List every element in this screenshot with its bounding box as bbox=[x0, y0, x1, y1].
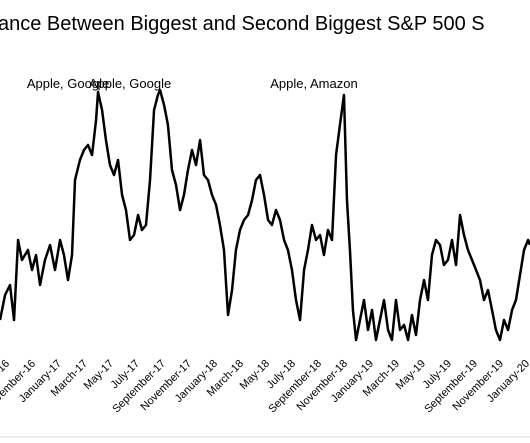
annotation: Apple, Google bbox=[27, 76, 109, 91]
x-tick-label: May-18 bbox=[238, 358, 272, 392]
x-tick-label: May-19 bbox=[394, 358, 428, 392]
x-tick-label: May-17 bbox=[82, 358, 116, 392]
chart-title: ance Between Biggest and Second Biggest … bbox=[0, 13, 485, 35]
annotation: Apple, Google bbox=[89, 76, 171, 91]
line bbox=[0, 88, 530, 342]
x-tick-label: -16 bbox=[0, 358, 12, 378]
annotation: Apple, Amazon bbox=[270, 76, 357, 91]
